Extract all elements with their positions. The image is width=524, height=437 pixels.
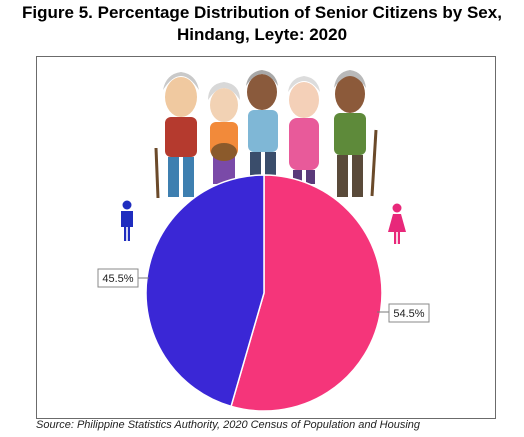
senior-man-cane-figure — [154, 72, 199, 199]
label-female: 54.5% — [377, 303, 430, 323]
female-icon — [388, 203, 406, 244]
chart-title-line2: Hindang, Leyte: 2020 — [176, 25, 348, 44]
source-note: Source: Philippine Statistics Authority,… — [36, 419, 421, 431]
male-icon — [121, 200, 133, 241]
chart-title-line1: Figure 5. Percentage Distribution of Sen… — [22, 3, 502, 22]
slice-label-female: 54.5% — [393, 308, 424, 320]
pie-slices — [145, 174, 383, 412]
pie-slice-male — [145, 174, 265, 408]
senior-citizens-illustration — [154, 70, 378, 199]
senior-man-dark-figure — [246, 70, 278, 182]
senior-man-vest-figure — [334, 70, 378, 197]
senior-woman-basket-figure — [208, 82, 240, 184]
slice-label-male: 45.5% — [102, 273, 133, 285]
pie-slice-female — [230, 174, 383, 412]
senior-woman-pink-figure — [288, 76, 320, 184]
chart-title: Figure 5. Percentage Distribution of Sen… — [0, 2, 524, 46]
label-male: 45.5% — [97, 268, 149, 288]
